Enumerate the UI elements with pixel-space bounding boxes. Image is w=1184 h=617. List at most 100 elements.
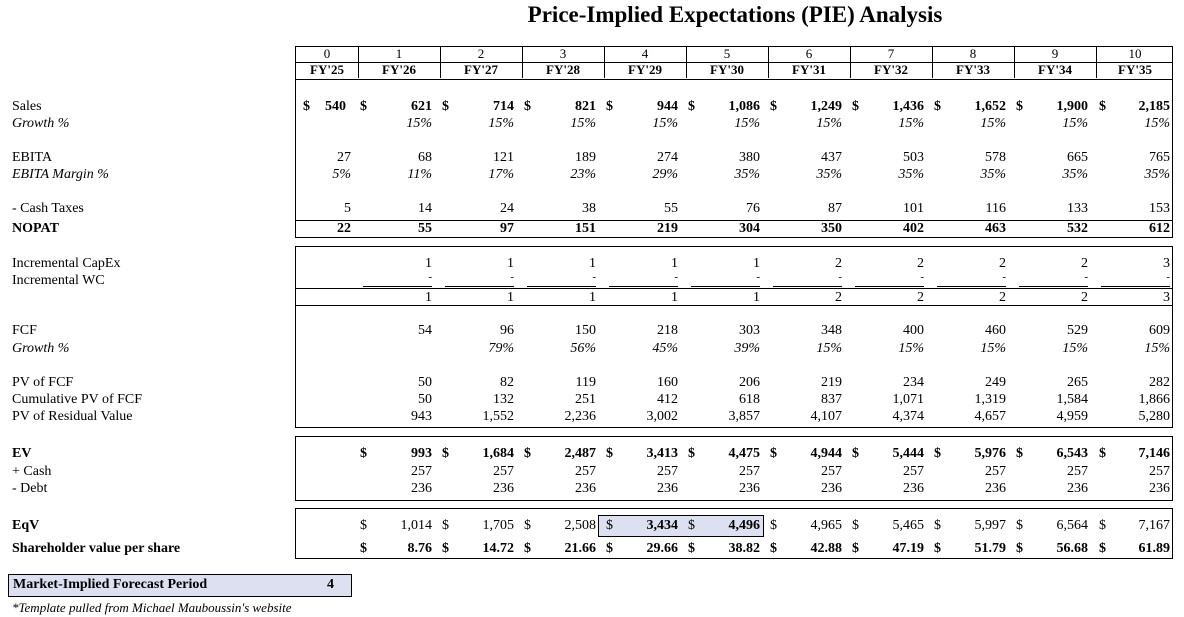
- cell-value: 460: [985, 323, 1006, 338]
- currency-symbol: $: [524, 541, 531, 556]
- implied-period-label: Market-Implied Forecast Period: [13, 577, 208, 592]
- cell-value: 5,997: [974, 518, 1007, 533]
- cell-value: 79%: [488, 341, 514, 356]
- cell-value: 400: [903, 323, 924, 338]
- currency-symbol: $: [852, 518, 859, 533]
- currency-symbol: $: [852, 99, 859, 114]
- reinvestment-bottom-rule: [295, 305, 1173, 306]
- row-label: - Cash Taxes: [12, 201, 84, 216]
- cell-value: 15%: [816, 116, 842, 131]
- cell-value: 55: [418, 221, 432, 236]
- cell-value: 15%: [980, 116, 1006, 131]
- cell-value: 4,959: [1056, 409, 1089, 424]
- cell-value: 21.66: [564, 541, 597, 556]
- cell-value: 265: [1067, 375, 1088, 390]
- cell-value: 3,002: [646, 409, 679, 424]
- period-number: 4: [641, 46, 649, 61]
- cell-value: 714: [493, 99, 514, 114]
- cell-value: 2: [999, 256, 1006, 271]
- cell-value: 22: [337, 221, 351, 236]
- equity-top-rule: [295, 508, 1173, 509]
- cell-value: 27: [337, 150, 351, 165]
- cell-value: 1: [589, 290, 596, 305]
- cell-value: 5,280: [1138, 409, 1171, 424]
- currency-symbol: $: [524, 518, 531, 533]
- cell-value: 14.72: [482, 541, 515, 556]
- row-label: Shareholder value per share: [12, 541, 181, 556]
- cell-value: 47.19: [892, 541, 925, 556]
- currency-symbol: $: [1099, 518, 1106, 533]
- operations-bottom-rule: [295, 237, 1173, 238]
- cell-value: 236: [821, 481, 842, 496]
- cell-value: 15%: [734, 116, 760, 131]
- subtotal-underline: [445, 286, 514, 287]
- cell-value: 5,444: [892, 446, 925, 461]
- cell-value: 151: [575, 221, 596, 236]
- currency-symbol: $: [442, 541, 449, 556]
- row-inc-wc: Incremental WC - - - - - - - - - -: [0, 271, 1184, 289]
- period-number: 10: [1128, 46, 1142, 61]
- cell-value: 45%: [652, 341, 678, 356]
- subtotal-underline: [527, 286, 596, 287]
- cell-value: 3: [1163, 290, 1170, 305]
- row-label: PV of Residual Value: [12, 409, 133, 424]
- cell-value: 6,564: [1056, 518, 1089, 533]
- cell-value: 4,107: [810, 409, 843, 424]
- cell-value: 837: [821, 392, 842, 407]
- row-sales-growth: Growth % 15% 15% 15% 15% 15% 15% 15% 15% 15% 15%: [0, 115, 1184, 132]
- valuation-block: [295, 436, 1173, 500]
- row-label: NOPAT: [12, 221, 59, 236]
- cell-value: -: [674, 271, 678, 283]
- footnote: *Template pulled from Michael Mauboussin…: [12, 600, 292, 615]
- cell-value: 257: [1067, 464, 1088, 479]
- cell-value: 2: [1081, 256, 1088, 271]
- currency-symbol: $: [688, 541, 695, 556]
- period-number: 8: [969, 46, 977, 61]
- cell-value: 51.79: [974, 541, 1007, 556]
- cell-value: 236: [985, 481, 1006, 496]
- cell-value: 1,086: [728, 99, 761, 114]
- row-label: FCF: [12, 323, 37, 338]
- period-number: 6: [805, 46, 813, 61]
- cell-value: 11%: [407, 167, 432, 182]
- cell-value: 529: [1067, 323, 1088, 338]
- cell-value: 765: [1149, 150, 1170, 165]
- cell-value: 665: [1067, 150, 1088, 165]
- reinvestment-block: [295, 246, 1173, 305]
- subtotal-underline: [855, 286, 924, 287]
- cell-value: 35%: [898, 167, 924, 182]
- cell-value: 50: [418, 392, 432, 407]
- cell-value: 609: [1149, 323, 1170, 338]
- cell-value: 348: [821, 323, 842, 338]
- row-ev: EV $993 $1,684 $2,487 $3,413 $4,475 $4,944 $5,4…: [0, 445, 1184, 462]
- row-cum-pv-fcf: Cumulative PV of FCF 50 132 251 412 618 837 1,0…: [0, 391, 1184, 408]
- market-implied-forecast-period: Market-Implied Forecast Period 4: [8, 574, 352, 597]
- period-number: 9: [1051, 46, 1059, 61]
- period-header-cell: 1 FY'26: [358, 47, 440, 78]
- cell-value: 2,185: [1138, 99, 1171, 114]
- cell-value: 97: [500, 221, 514, 236]
- cell-value: -: [592, 271, 596, 283]
- cell-value: 35%: [734, 167, 760, 182]
- cell-value: 304: [739, 221, 760, 236]
- cell-value: -: [920, 271, 924, 283]
- subtotal-underline: [1019, 286, 1088, 287]
- cell-value: 121: [493, 150, 514, 165]
- row-pv-fcf: PV of FCF 50 82 119 160 206 219 234 249 265 282: [0, 374, 1184, 391]
- cell-value: 29.66: [646, 541, 679, 556]
- cell-value: 1: [507, 256, 514, 271]
- currency-symbol: $: [442, 99, 449, 114]
- cell-value: 133: [1067, 201, 1088, 216]
- cell-value: 6,543: [1056, 446, 1089, 461]
- currency-symbol: $: [360, 518, 367, 533]
- cell-value: 1: [589, 256, 596, 271]
- valuation-bottom-rule: [295, 500, 1173, 501]
- currency-symbol: $: [1016, 518, 1023, 533]
- currency-symbol: $: [1099, 541, 1106, 556]
- cell-value: 1,866: [1138, 392, 1171, 407]
- period-header-cell: 2 FY'27: [440, 47, 522, 78]
- cell-value: 612: [1149, 221, 1170, 236]
- cell-value: 15%: [488, 116, 514, 131]
- row-label: Sales: [12, 99, 42, 114]
- row-nopat: NOPAT 22 55 97 151 219 304 350 402 463 532 612: [0, 220, 1184, 237]
